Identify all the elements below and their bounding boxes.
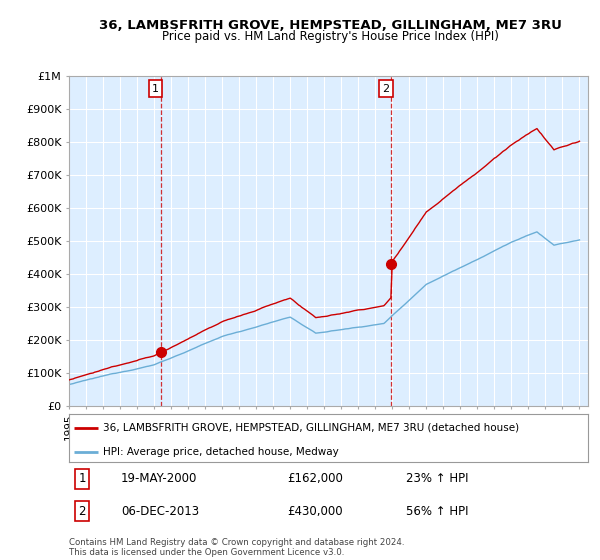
Text: Contains HM Land Registry data © Crown copyright and database right 2024.
This d: Contains HM Land Registry data © Crown c… [69, 538, 404, 557]
Text: 1: 1 [78, 473, 86, 486]
Text: 19-MAY-2000: 19-MAY-2000 [121, 473, 197, 486]
Text: 2: 2 [382, 84, 389, 94]
Text: 06-DEC-2013: 06-DEC-2013 [121, 505, 199, 517]
Text: 36, LAMBSFRITH GROVE, HEMPSTEAD, GILLINGHAM, ME7 3RU: 36, LAMBSFRITH GROVE, HEMPSTEAD, GILLING… [98, 18, 562, 32]
Text: 56% ↑ HPI: 56% ↑ HPI [406, 505, 469, 517]
Text: 1: 1 [152, 84, 159, 94]
Text: £430,000: £430,000 [287, 505, 343, 517]
Text: 2: 2 [78, 505, 86, 517]
Text: HPI: Average price, detached house, Medway: HPI: Average price, detached house, Medw… [103, 446, 338, 456]
Text: Price paid vs. HM Land Registry's House Price Index (HPI): Price paid vs. HM Land Registry's House … [161, 30, 499, 43]
Text: 36, LAMBSFRITH GROVE, HEMPSTEAD, GILLINGHAM, ME7 3RU (detached house): 36, LAMBSFRITH GROVE, HEMPSTEAD, GILLING… [103, 423, 519, 433]
Text: £162,000: £162,000 [287, 473, 343, 486]
Text: 23% ↑ HPI: 23% ↑ HPI [406, 473, 469, 486]
